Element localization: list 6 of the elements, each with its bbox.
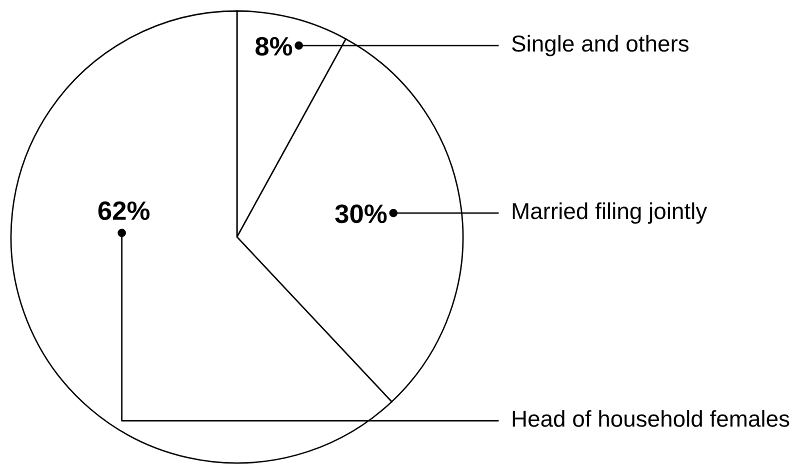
slice-label: Single and others [512,34,689,56]
data-label: 62% [98,201,150,220]
data-label: 30% [335,204,387,224]
slice-label: Married filing jointly [512,202,708,224]
data-label: 8% [256,36,292,56]
slice-label: Head of household females [512,410,790,427]
